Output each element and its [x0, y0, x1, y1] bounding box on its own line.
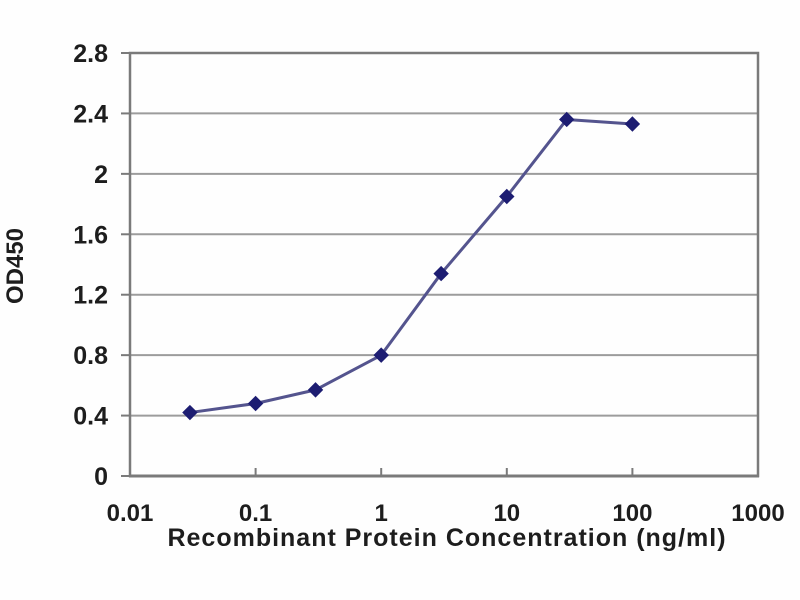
data-point-0.3ng: [307, 382, 324, 398]
x-tick-label: 0.01: [107, 500, 154, 527]
y-tick-label: 2.4: [73, 100, 108, 128]
plot-frame-layer: [121, 51, 760, 478]
data-point-3ng: [433, 265, 449, 282]
x-tick-label: 0.1: [239, 500, 272, 527]
x-axis-title: Recombinant Protein Concentration (ng/ml…: [167, 524, 726, 552]
tick-labels-layer: 0 0.4 0.8 1.2 1.6 2 2.4 2.8 0.01 0.1 1 10 100 1000: [73, 40, 784, 527]
y-tick-label: 1.6: [73, 221, 108, 249]
data-point-10ng: [499, 188, 515, 205]
data-point-1ng: [373, 347, 389, 363]
y-tick-label: 0: [94, 463, 108, 491]
y-tick-label: 1.2: [73, 282, 108, 310]
x-tick-label: 10: [493, 500, 520, 527]
data-series-layer: [182, 111, 641, 421]
y-tick-label: 0.8: [73, 342, 108, 370]
y-tick-label: 0.4: [73, 403, 108, 431]
series-line-od450: [189, 117, 633, 415]
y-tick-label: 2.8: [73, 40, 108, 68]
y-tick-label: 2: [94, 161, 108, 189]
x-tick-label: 1: [375, 500, 388, 527]
x-tick-label: 100: [612, 500, 652, 527]
data-point-0.03ng: [182, 404, 198, 421]
y-axis-title: OD450: [2, 228, 29, 304]
x-tick-label: 1000: [731, 500, 784, 527]
data-point-100ng: [624, 116, 641, 132]
gridlines-layer: [130, 52, 758, 477]
plot-frame: [128, 51, 760, 478]
data-point-0.1ng: [247, 395, 264, 412]
data-point-30ng: [559, 111, 575, 128]
